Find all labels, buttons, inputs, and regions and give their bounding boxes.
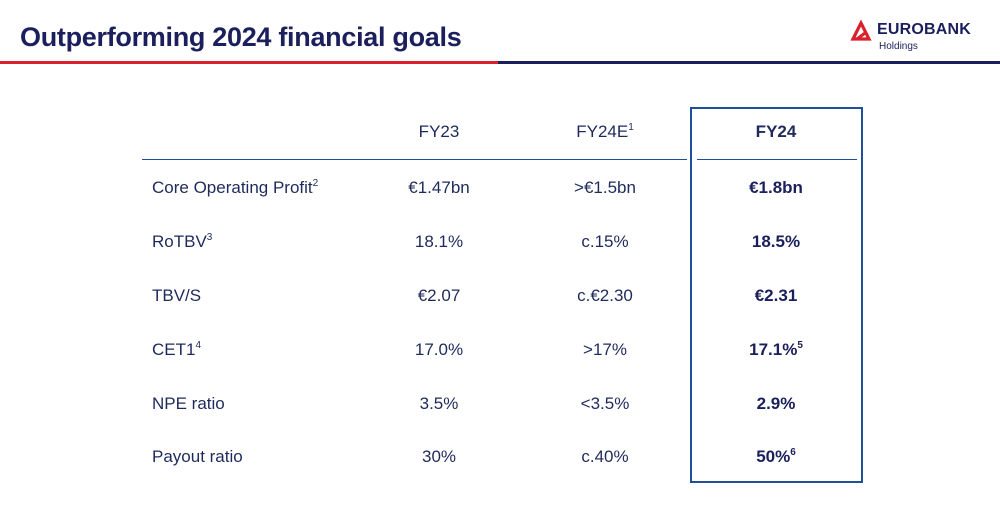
- cell-fy24e: c.€2.30: [577, 286, 633, 306]
- cell-fy24e: c.15%: [581, 232, 628, 252]
- cell-fy24-text: 50%: [756, 447, 791, 466]
- row-label-text: TBV/S: [152, 286, 202, 305]
- header-divider: [142, 159, 687, 160]
- cell-fy23: 3.5%: [420, 394, 459, 414]
- cell-fy24e-text: <3.5%: [580, 394, 630, 413]
- cell-fy24e: c.40%: [581, 447, 628, 467]
- row-label-text: RoTBV: [152, 232, 207, 251]
- cell-fy24e-text: >€1.5bn: [574, 178, 636, 197]
- page-title: Outperforming 2024 financial goals: [20, 22, 462, 52]
- cell-fy24e: <3.5%: [581, 394, 630, 414]
- eurobank-logo-icon: [850, 20, 872, 41]
- row-label-text: Payout ratio: [152, 447, 243, 466]
- cell-fy23-text: 3.5%: [419, 394, 459, 413]
- row-label-text: CET1: [152, 340, 196, 359]
- cell-fy23: 30%: [422, 447, 456, 467]
- cell-fy24: 50%6: [756, 447, 796, 467]
- row-label: Core Operating Profit2: [152, 178, 318, 198]
- header-divider-fy24: [697, 159, 857, 160]
- cell-fy24-text: 17.1%: [749, 340, 798, 359]
- column-header-fy23: FY23: [419, 122, 460, 142]
- cell-fy23: €2.07: [418, 286, 461, 306]
- cell-fy23: 17.0%: [415, 340, 463, 360]
- cell-fy24: €1.8bn: [749, 178, 803, 198]
- column-header-fy24e-text: FY24E: [576, 122, 629, 141]
- column-header-fy24e-footnote: 1: [628, 122, 634, 133]
- cell-fy23-text: 18.1%: [414, 232, 464, 251]
- cell-fy24: €2.31: [755, 286, 798, 306]
- cell-fy24e: >€1.5bn: [574, 178, 636, 198]
- cell-fy24-footnote: 5: [797, 340, 803, 351]
- cell-fy23: 18.1%: [415, 232, 463, 252]
- column-header-fy23-text: FY23: [418, 122, 460, 141]
- cell-fy24-text: €2.31: [754, 286, 798, 305]
- row-label-text: NPE ratio: [152, 394, 225, 413]
- cell-fy24e-text: c.15%: [581, 232, 629, 251]
- row-label: CET14: [152, 340, 201, 360]
- cell-fy24-text: 18.5%: [751, 232, 801, 251]
- column-header-fy24: FY24: [756, 122, 797, 142]
- cell-fy23-text: €2.07: [417, 286, 461, 305]
- row-label-text: Core Operating Profit: [152, 178, 313, 197]
- fy24-highlight-box: [690, 107, 863, 483]
- cell-fy24e-text: >17%: [583, 340, 627, 359]
- row-label: TBV/S: [152, 286, 201, 306]
- logo-name: EUROBANK: [877, 21, 972, 38]
- row-label: NPE ratio: [152, 394, 225, 414]
- cell-fy23-text: 30%: [421, 447, 457, 466]
- cell-fy24: 18.5%: [752, 232, 800, 252]
- cell-fy24-footnote: 6: [790, 447, 796, 458]
- column-header-fy24e: FY24E1: [576, 122, 634, 142]
- title-underline-red: [0, 61, 498, 64]
- cell-fy24e-text: c.40%: [581, 447, 629, 466]
- logo-subtitle: Holdings: [879, 41, 918, 52]
- cell-fy23-text: €1.47bn: [408, 178, 470, 197]
- cell-fy24e: >17%: [583, 340, 627, 360]
- cell-fy23: €1.47bn: [408, 178, 469, 198]
- column-header-fy24-text: FY24: [755, 122, 797, 141]
- cell-fy24e-text: c.€2.30: [577, 286, 633, 305]
- row-label-footnote: 3: [206, 232, 213, 243]
- row-label: Payout ratio: [152, 447, 243, 467]
- row-label-footnote: 4: [195, 340, 202, 351]
- cell-fy24-text: €1.8bn: [749, 178, 803, 197]
- eurobank-logo: EUROBANK Holdings: [850, 18, 980, 58]
- cell-fy23-text: 17.0%: [414, 340, 464, 359]
- cell-fy24: 17.1%5: [749, 340, 803, 360]
- row-label-footnote: 2: [312, 178, 319, 189]
- row-label: RoTBV3: [152, 232, 212, 252]
- cell-fy24: 2.9%: [757, 394, 796, 414]
- cell-fy24-text: 2.9%: [756, 394, 796, 413]
- title-underline-navy: [498, 61, 1000, 64]
